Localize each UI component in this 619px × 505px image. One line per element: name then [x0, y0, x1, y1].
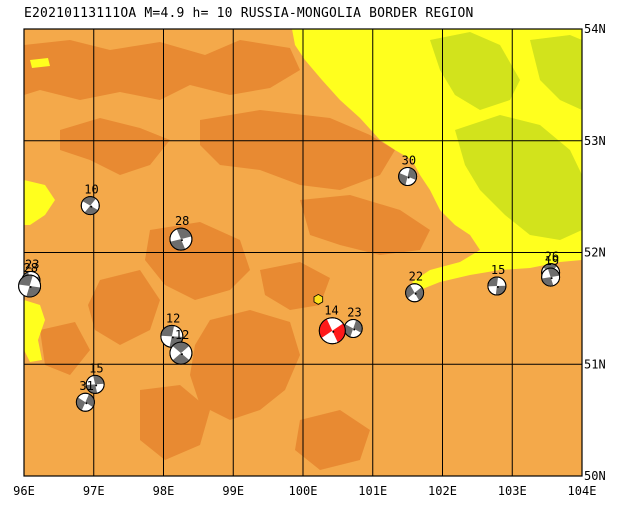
event-mechanism — [398, 167, 418, 187]
event-depth-label: 12 — [166, 311, 180, 325]
event-depth-label: 14 — [324, 304, 338, 318]
latitude-label: 51N — [584, 357, 606, 371]
event-mechanism — [169, 227, 193, 251]
latitude-label: 53N — [584, 134, 606, 148]
latitude-label: 50N — [584, 469, 606, 483]
main-event-mechanism — [318, 317, 346, 345]
event-mechanism — [487, 276, 507, 296]
terrain-layer — [24, 29, 582, 476]
event-mechanism — [541, 267, 561, 287]
event-depth-label: 15 — [89, 361, 103, 375]
terrain-hills — [24, 40, 480, 470]
event-mechanism — [343, 318, 363, 338]
event-depth-label: 23 — [347, 305, 361, 319]
longitude-label: 97E — [83, 484, 105, 498]
event-depth-label: 28 — [175, 214, 189, 228]
event-depth-label: 28 — [24, 261, 38, 275]
longitude-label: 100E — [289, 484, 318, 498]
terrain-highland — [430, 32, 582, 240]
event-depth-label: 30 — [402, 154, 416, 168]
latitude-label: 52N — [584, 246, 606, 260]
event-depth-label: 23 — [25, 257, 39, 271]
latitude-label: 54N — [584, 22, 606, 36]
map-frame — [23, 28, 583, 477]
longitude-label: 98E — [153, 484, 175, 498]
epicenter-marker — [313, 293, 324, 305]
event-depth-label: 15 — [491, 263, 505, 277]
event-mechanism — [169, 341, 193, 365]
longitude-label: 96E — [13, 484, 35, 498]
event-depth-label: 12 — [175, 328, 189, 342]
event-depth-label: 22 — [409, 270, 423, 284]
event-mechanism — [85, 374, 105, 394]
event-depth-label: 19 — [545, 254, 559, 268]
map-title: E20210113111OA M=4.9 h= 10 RUSSIA-MONGOL… — [24, 6, 474, 21]
longitude-label: 101E — [358, 484, 387, 498]
event-depth-label: 26 — [545, 250, 559, 264]
axis-labels: 96E 97E 98E 99E 100E 101E 102E 103E 104E 54N 53N 52… — [13, 22, 606, 498]
longitude-label: 99E — [222, 484, 244, 498]
event-mechanism — [75, 392, 95, 412]
event-mechanism — [405, 283, 425, 303]
event-mechanism — [18, 274, 42, 298]
longitude-label: 104E — [568, 484, 597, 498]
longitude-label: 102E — [428, 484, 457, 498]
event-depth-label: 31 — [79, 379, 93, 393]
event-depth-label: 10 — [84, 183, 98, 197]
event-mechanism — [80, 196, 100, 216]
longitude-label: 103E — [498, 484, 527, 498]
